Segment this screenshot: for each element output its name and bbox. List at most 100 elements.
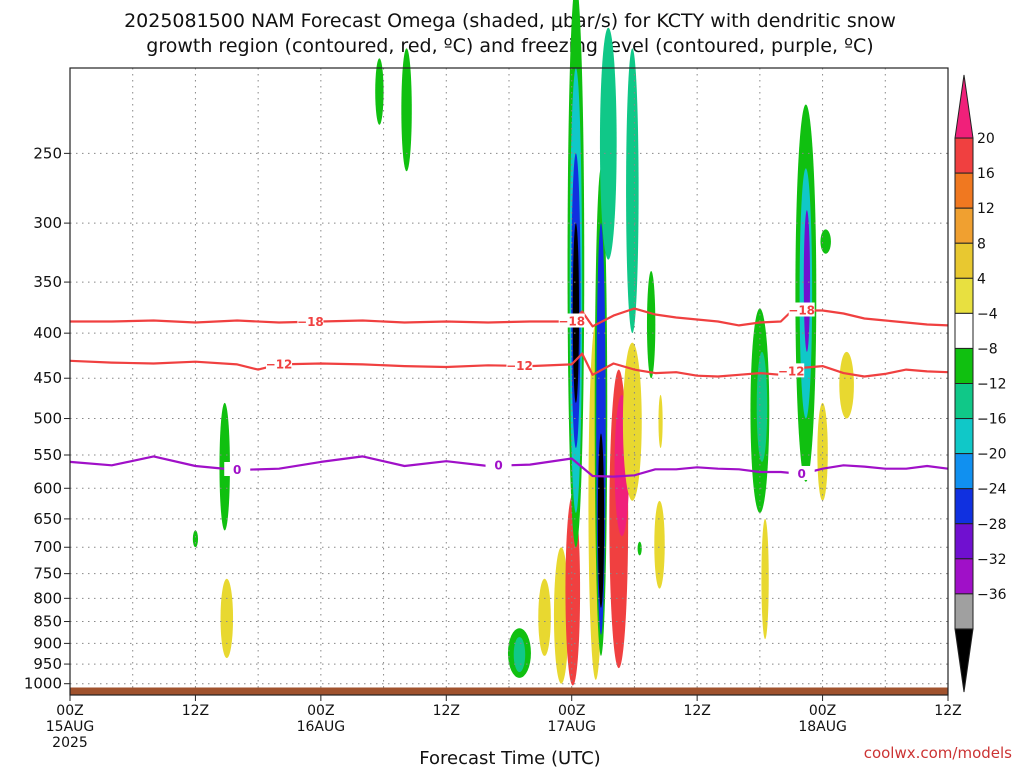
dgz-contour-1-label-bg-2	[778, 363, 805, 378]
plot-frame	[69, 67, 949, 696]
omega-region-34	[817, 402, 828, 501]
freezing-level-label-bg-2	[788, 465, 815, 480]
omega-region-6	[513, 636, 526, 673]
dgz-contour-0-line	[70, 307, 949, 328]
colorbar-label-11: −28	[977, 517, 1007, 533]
omega-region-22	[646, 270, 656, 379]
dgz-contour-0-label-bg-1	[558, 313, 585, 328]
freezing-level-label-bg-1	[485, 457, 512, 472]
colorbar-label-8: −16	[977, 412, 1007, 428]
ground-bar	[70, 687, 948, 695]
colorbar-swatch-8	[954, 383, 974, 420]
colorbar-label-0: 20	[977, 131, 995, 147]
y-tick-label-1: 300	[33, 214, 62, 232]
colorbar-swatch-1	[954, 137, 974, 174]
omega-region-25	[654, 500, 665, 589]
colorbar-bottom-triangle	[954, 628, 974, 693]
omega-region-7	[538, 578, 551, 656]
dgz-contour-1-label-2: −12	[778, 364, 805, 378]
omega-region-8	[553, 547, 569, 684]
y-tick-label-2: 350	[33, 273, 62, 291]
freezing-level-label-bg-0	[224, 461, 251, 476]
y-tick-label-3: 400	[33, 324, 62, 342]
y-tick-label-6: 550	[33, 446, 62, 464]
x-tick-label-4: 00Z	[558, 703, 585, 719]
omega-region-35	[839, 351, 854, 419]
y-tick-label-9: 700	[33, 538, 62, 556]
credit-text: coolwx.com/models	[864, 744, 1012, 762]
omega-region-26	[637, 541, 642, 556]
colorbar-swatch-2	[954, 172, 974, 209]
omega-region-33	[820, 229, 831, 254]
x-tick-date-2: 16AUG	[297, 719, 346, 735]
y-tick-label-0: 250	[33, 144, 62, 162]
dgz-contour-0-label-2: −18	[788, 304, 815, 318]
colorbar-label-3: 8	[977, 236, 986, 252]
colorbar-label-9: −20	[977, 447, 1007, 463]
y-tick-label-12: 850	[33, 613, 62, 631]
y-tick-label-8: 650	[33, 510, 62, 528]
omega-region-20	[599, 27, 617, 260]
y-tick-label-7: 600	[33, 479, 62, 497]
freezing-level-label-2: 0	[797, 467, 805, 481]
dgz-contour-0-label-bg-0	[297, 313, 324, 328]
omega-region-1	[375, 58, 384, 125]
grid-layer	[69, 68, 949, 695]
x-tick-label-2: 00Z	[307, 703, 334, 719]
colorbar-swatch-10	[954, 453, 974, 490]
chart-title-line2: growth region (contoured, red, ºC) and f…	[146, 35, 873, 57]
omega-region-4	[220, 578, 234, 658]
colorbar-label-7: −12	[977, 377, 1007, 393]
y-tick-label-14: 950	[33, 655, 62, 673]
omega-region-29	[761, 518, 769, 640]
colorbar-swatch-14	[954, 593, 974, 630]
dgz-contour-1-label-bg-0	[266, 356, 293, 371]
omega-region-28	[756, 351, 768, 462]
y-tick-label-15: 1000	[24, 675, 62, 693]
omega-region-3	[192, 530, 199, 548]
omega-region-23	[622, 342, 642, 501]
colorbar-swatch-4	[954, 242, 974, 279]
colorbar-swatch-7	[954, 347, 974, 384]
contour-layer: −18 −18 −18 −12 −12 −12 0 0 0	[69, 302, 949, 481]
dgz-contour-1-line	[69, 352, 949, 378]
y-tick-label-10: 750	[33, 565, 62, 583]
omega-shading-layer	[192, 0, 854, 686]
y-tick-label-13: 900	[33, 634, 62, 652]
plot-area: −18 −18 −18 −12 −12 −12 0 0 0	[69, 0, 949, 696]
dgz-contour-1-label-1: −12	[506, 359, 533, 373]
dgz-contour-1-label-0: −12	[266, 357, 293, 371]
colorbar-label-2: 12	[977, 201, 995, 217]
chart-title-line1: 2025081500 NAM Forecast Omega (shaded, μ…	[124, 10, 896, 32]
omega-region-13	[572, 223, 580, 403]
colorbar-label-10: −24	[977, 482, 1007, 498]
x-tick-label-5: 12Z	[683, 703, 710, 719]
colorbar-label-5: −4	[977, 306, 998, 322]
dgz-contour-1-label-bg-1	[506, 357, 533, 372]
x-tick-label-6: 00Z	[809, 703, 836, 719]
omega-region-24	[658, 394, 663, 448]
colorbar-swatch-11	[954, 488, 974, 525]
y-tick-label-4: 450	[33, 369, 62, 387]
freezing-level-label-1: 0	[494, 459, 502, 473]
freezing-level-line	[69, 455, 949, 478]
x-tick-date-6: 18AUG	[798, 719, 847, 735]
freezing-level-label-0: 0	[233, 463, 241, 477]
omega-region-0	[401, 48, 412, 172]
colorbar-swatch-12	[954, 523, 974, 560]
x-tick-year-0: 2025	[52, 735, 88, 751]
colorbar-legend: 20 16 12 8 4 −4 −8 −12 −16 −20 −24 −28 −32 −36	[954, 74, 1007, 693]
colorbar-label-6: −8	[977, 341, 998, 357]
x-tick-date-4: 17AUG	[547, 719, 596, 735]
omega-region-21	[626, 48, 639, 334]
colorbar-swatch-9	[954, 418, 974, 455]
dgz-contour-0-label-0: −18	[297, 315, 324, 329]
y-tick-label-5: 500	[33, 410, 62, 428]
x-axis-label: Forecast Time (UTC)	[419, 748, 600, 768]
colorbar-label-1: 16	[977, 166, 995, 182]
y-axis: 250 300 350 400 450 500 550 600 650 700 750 800 850 9…	[24, 144, 70, 693]
y-tick-label-11: 800	[33, 589, 62, 607]
omega-region-17	[597, 433, 605, 608]
